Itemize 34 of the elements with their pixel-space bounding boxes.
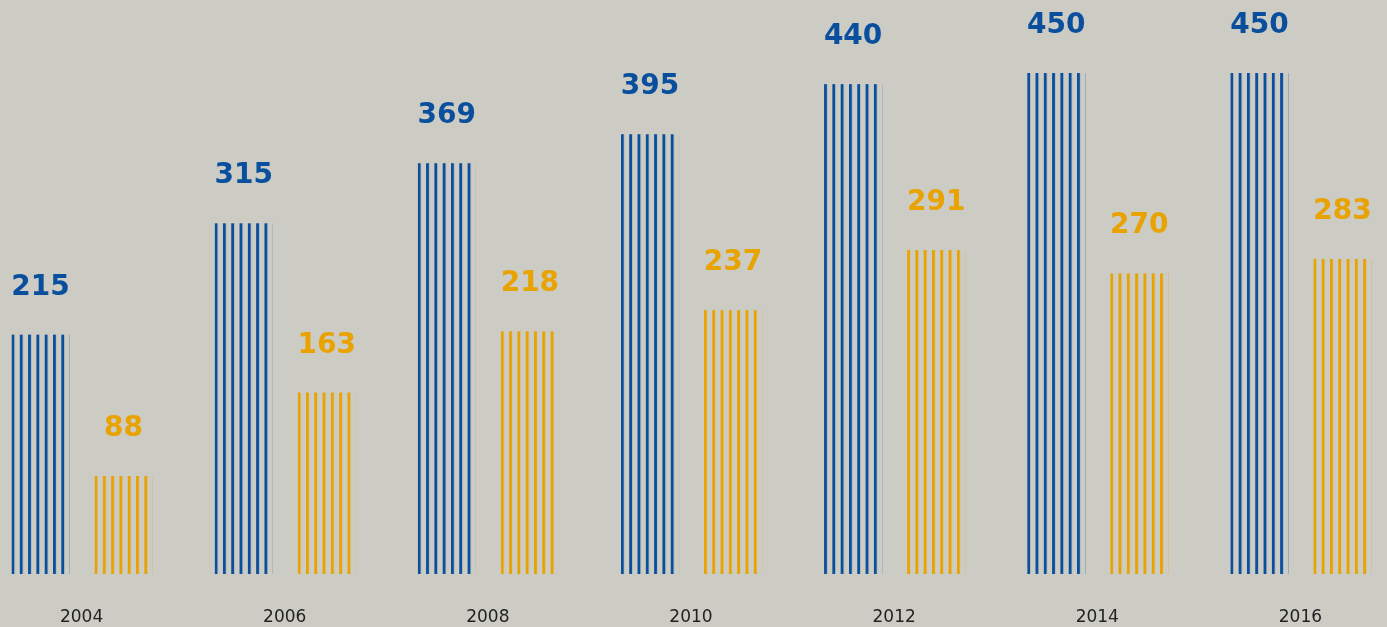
x-tick-label: 2006 xyxy=(263,606,307,626)
bar xyxy=(94,476,153,574)
data-label: 283 xyxy=(1313,192,1372,226)
bar xyxy=(11,334,70,574)
data-label: 450 xyxy=(1027,7,1086,40)
bar xyxy=(907,250,966,574)
x-tick-label: 2014 xyxy=(1075,606,1119,626)
x-tick-label: 2008 xyxy=(466,606,510,626)
bar xyxy=(1027,73,1086,574)
data-label: 237 xyxy=(703,244,763,278)
x-tick-label: 2012 xyxy=(872,606,916,626)
bar xyxy=(703,310,763,574)
bar xyxy=(214,223,273,574)
data-label: 291 xyxy=(906,184,966,218)
data-label: 315 xyxy=(214,157,273,191)
x-tick-label: 2004 xyxy=(59,606,104,626)
bar xyxy=(1313,258,1372,574)
bar xyxy=(1110,273,1169,574)
x-tick-label: 2010 xyxy=(669,606,713,626)
data-label: 395 xyxy=(620,68,680,102)
bar xyxy=(297,392,356,574)
data-label: 450 xyxy=(1230,7,1289,40)
data-label: 369 xyxy=(417,97,477,131)
bar xyxy=(620,134,680,574)
bar xyxy=(824,84,883,574)
data-label: 270 xyxy=(1110,207,1169,241)
data-label: 218 xyxy=(500,265,560,299)
data-label: 88 xyxy=(104,410,144,444)
data-label: 440 xyxy=(823,18,883,52)
bar xyxy=(417,163,476,574)
data-label: 163 xyxy=(297,326,356,360)
x-tick-label: 2016 xyxy=(1278,606,1323,626)
data-label: 215 xyxy=(11,268,70,302)
bar xyxy=(1230,73,1289,574)
